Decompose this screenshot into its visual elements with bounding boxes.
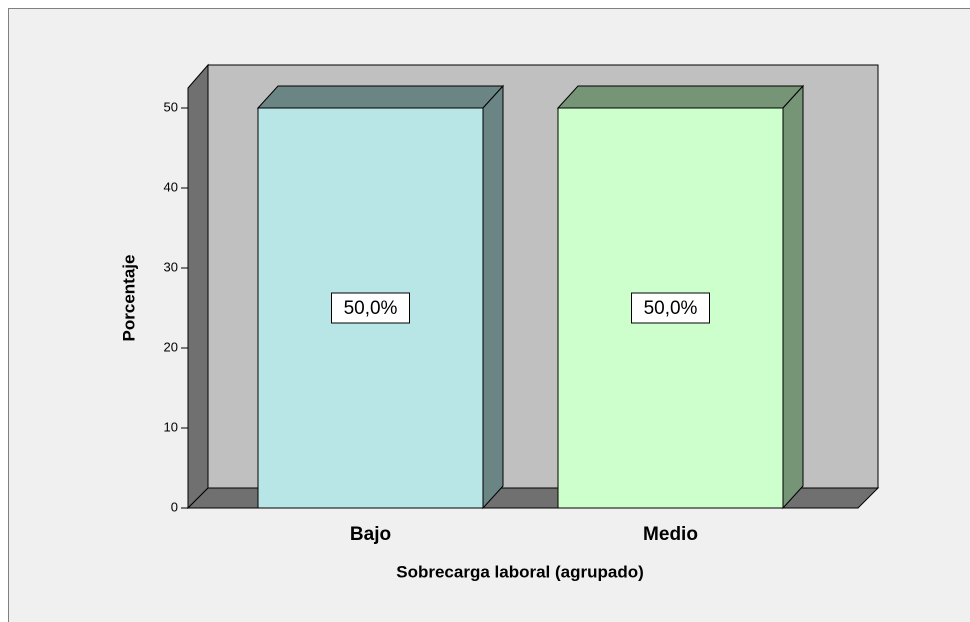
value-label: 50,0% <box>344 298 398 319</box>
bar-side <box>482 84 504 510</box>
bar-top <box>256 85 505 109</box>
value-label-box <box>631 292 710 324</box>
y-tick-label: 40 <box>164 179 178 194</box>
x-axis-label: Sobrecarga laboral (agrupado) <box>396 562 644 581</box>
x-tick-label: Medio <box>643 524 698 545</box>
bar-top <box>556 85 805 109</box>
y-tick-label: 10 <box>164 419 178 434</box>
side-wall <box>187 63 209 510</box>
y-tick-label: 0 <box>171 499 178 514</box>
value-label: 50,0% <box>644 298 698 319</box>
y-tick-label: 50 <box>164 99 178 114</box>
y-tick-label: 20 <box>164 339 178 354</box>
y-tick-label: 30 <box>164 259 178 274</box>
value-label-box <box>331 292 410 324</box>
x-tick-label: Bajo <box>350 524 391 545</box>
y-axis-label: Porcentaje <box>119 255 138 342</box>
bar-side <box>782 84 804 510</box>
